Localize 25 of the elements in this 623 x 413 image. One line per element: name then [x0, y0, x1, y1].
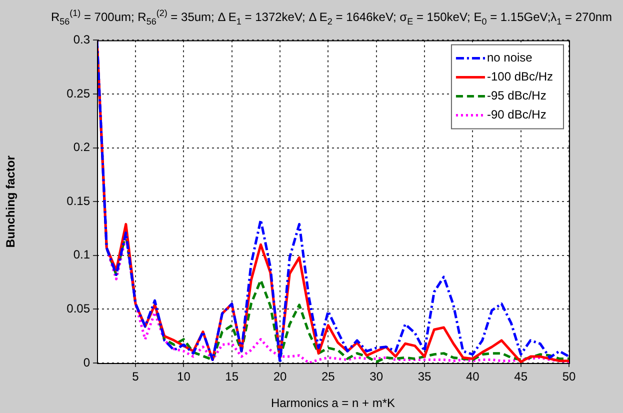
- x-tick-label: 25: [322, 370, 336, 384]
- y-tick-label: 0.05: [66, 302, 90, 316]
- x-tick-label: 50: [562, 370, 576, 384]
- legend-label: -100 dBc/Hz: [486, 70, 553, 84]
- y-tick-label: 0.15: [66, 194, 90, 208]
- y-tick-label: 0.25: [66, 86, 90, 100]
- line-series: [97, 40, 569, 363]
- legend-label: -90 dBc/Hz: [486, 108, 546, 122]
- x-tick-label: 5: [132, 370, 140, 384]
- y-axis-title: Bunching factor: [4, 155, 18, 248]
- chart-title: R$_{56}$$^{(1)}$ = 700um; R$_{56}$$^{(2)}$ = 35um; Δ E$_{1}$ = 1372keV; Δ E$_{2}$ = 1646keV; σ$_{E}$ = 150keV; E$_{0}$ = 1.15GeV;λ$_{1}$ = 270nm: [50, 8, 612, 26]
- y-tick-label: 0: [83, 355, 90, 370]
- x-tick-label: 10: [177, 370, 191, 384]
- x-tick-label: 15: [225, 370, 239, 384]
- x-tick-label: 20: [273, 370, 288, 384]
- x-tick-label: 35: [418, 370, 432, 384]
- x-tick-label: 45: [514, 370, 528, 384]
- y-tick-label: 0.2: [73, 140, 90, 154]
- y-tick-label: 0.1: [73, 248, 90, 262]
- x-tick-label: 40: [466, 370, 480, 384]
- legend-label: no noise: [486, 50, 533, 65]
- x-axis-title: Harmonics a = n + m*K: [270, 396, 396, 410]
- x-tick-label: 30: [370, 370, 384, 384]
- y-tick-label: 0.3: [73, 32, 90, 47]
- legend-label: -95 dBc/Hz: [486, 88, 546, 103]
